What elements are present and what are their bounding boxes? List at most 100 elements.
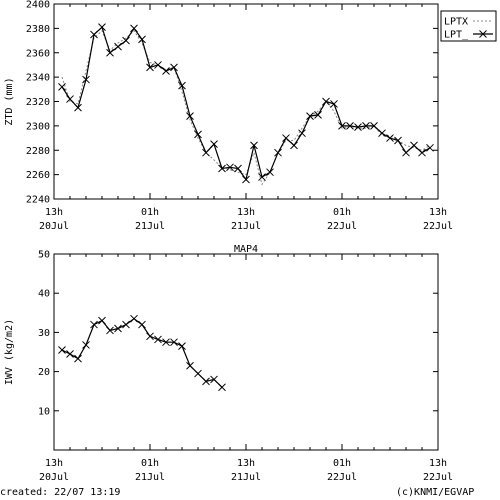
- data-point: [74, 354, 82, 363]
- data-point: [330, 100, 338, 108]
- data-point: [194, 130, 202, 139]
- x-tick-label: 01h: [141, 458, 159, 469]
- point-mark: [194, 369, 202, 378]
- data-point: [226, 163, 234, 172]
- point-mark: [90, 30, 98, 39]
- point-mark: [306, 112, 314, 120]
- point-mark: [170, 63, 178, 72]
- data-point: [122, 36, 130, 45]
- data-point: [178, 81, 186, 90]
- x-tick-label: 21Jul: [231, 221, 261, 232]
- x-tick-label: 01h: [141, 207, 159, 218]
- point-mark: [170, 338, 178, 347]
- point-mark: [274, 148, 282, 157]
- point-mark: [74, 354, 82, 363]
- point-mark: [98, 316, 106, 325]
- data-point: [186, 112, 194, 120]
- data-point: [194, 369, 202, 378]
- x-tick-label: 20Jul: [39, 221, 69, 232]
- point-mark: [162, 67, 170, 75]
- point-mark: [154, 61, 162, 69]
- data-point: [162, 67, 170, 75]
- legend: LPTX LPT_: [440, 10, 497, 42]
- point-mark: [426, 143, 434, 152]
- y-tick-label: 2360: [26, 48, 50, 59]
- data-point: [362, 122, 370, 130]
- point-mark: [298, 129, 306, 138]
- data-point: [402, 148, 410, 157]
- point-mark: [138, 35, 146, 44]
- data-point: [234, 164, 242, 173]
- point-mark: [250, 141, 258, 150]
- point-mark: [90, 320, 98, 329]
- data-point: [138, 320, 146, 329]
- y-tick-label: 2400: [26, 0, 50, 11]
- point-mark: [122, 320, 130, 329]
- x-tick-label: 01h: [333, 458, 351, 469]
- data-point: [122, 320, 130, 329]
- data-point: [322, 97, 330, 106]
- point-mark: [202, 377, 210, 386]
- chart-title: MAP4: [234, 244, 258, 255]
- x-tick-label: 21Jul: [135, 472, 165, 483]
- x-tick-label: 22Jul: [423, 221, 453, 232]
- point-mark: [178, 81, 186, 90]
- footer-credit: (c)KNMI/EGVAP: [396, 487, 475, 498]
- data-point: [282, 134, 290, 142]
- point-mark: [330, 100, 338, 108]
- point-mark: [178, 342, 186, 350]
- data-point: [162, 338, 170, 347]
- data-point: [82, 75, 90, 84]
- data-point: [338, 122, 346, 130]
- data-point: [218, 164, 226, 173]
- point-mark: [354, 123, 362, 131]
- y-axis-label: ZTD (mm): [4, 77, 15, 125]
- point-mark: [122, 36, 130, 45]
- data-point: [98, 23, 106, 32]
- data-point: [154, 335, 162, 344]
- data-point: [274, 148, 282, 157]
- data-point: [66, 95, 74, 103]
- data-point: [170, 63, 178, 72]
- data-point: [394, 136, 402, 145]
- data-point: [146, 63, 154, 72]
- plot-frame: [53, 253, 439, 451]
- point-mark: [370, 122, 378, 130]
- series-line: [61, 29, 431, 186]
- point-mark: [266, 168, 274, 177]
- point-mark: [394, 136, 402, 145]
- point-mark: [58, 346, 66, 354]
- point-mark: [418, 148, 426, 157]
- data-point: [386, 134, 394, 142]
- x-tick-label: 13h: [429, 458, 447, 469]
- data-point: [58, 83, 66, 91]
- data-point: [170, 338, 178, 347]
- x-tick-label: 13h: [45, 207, 63, 218]
- point-mark: [258, 173, 266, 181]
- point-mark: [202, 148, 210, 157]
- point-mark: [98, 23, 106, 32]
- data-point: [186, 361, 194, 370]
- point-mark: [186, 361, 194, 370]
- data-point: [178, 342, 186, 350]
- data-point: [90, 320, 98, 329]
- y-axis-label: IWV (kg/m2): [4, 319, 15, 385]
- x-tick-label: 13h: [45, 458, 63, 469]
- legend-label: LPTX: [444, 17, 468, 28]
- data-point: [74, 103, 82, 112]
- point-mark: [402, 148, 410, 157]
- data-point: [106, 48, 114, 57]
- data-point: [82, 341, 90, 349]
- x-tick-label: 21Jul: [231, 472, 261, 483]
- data-point: [90, 30, 98, 39]
- y-tick-label: 2240: [26, 195, 50, 206]
- data-point: [210, 375, 218, 384]
- point-mark: [218, 164, 226, 173]
- point-mark: [82, 75, 90, 84]
- x-tick-label: 13h: [429, 207, 447, 218]
- data-point: [218, 383, 226, 392]
- y-tick-label: 10: [38, 406, 50, 417]
- point-mark: [186, 112, 194, 120]
- point-mark: [378, 129, 386, 138]
- data-point: [202, 148, 210, 157]
